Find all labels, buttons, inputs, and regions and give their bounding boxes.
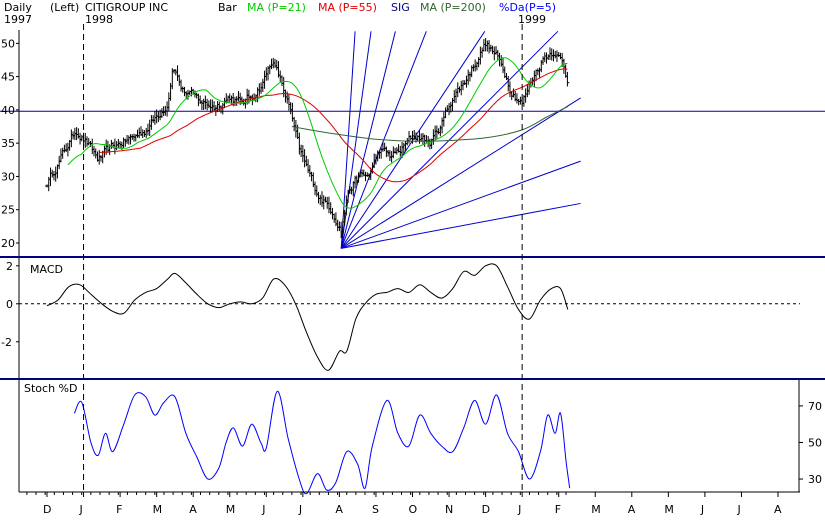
month-label: J (261, 503, 265, 516)
month-label: A (335, 503, 343, 516)
chart-title: CITIGROUP INC (85, 1, 168, 14)
year-left-label: 1997 (4, 13, 32, 26)
stoch-y-tick-label: 30 (808, 473, 822, 486)
price-bars-layer (45, 37, 570, 239)
stoch-y-tick-label: 50 (808, 436, 822, 449)
gann-fan-line (340, 31, 396, 249)
legend-ma55: MA (P=55) (318, 1, 377, 14)
month-label: M (153, 503, 163, 516)
month-label: J (517, 503, 521, 516)
month-label: O (409, 503, 418, 516)
price-y-tick-label: 40 (1, 104, 15, 117)
year-right-label: 1999 (518, 13, 546, 26)
macd-y-tick-label: 0 (6, 298, 13, 311)
stoch-title: Stoch %D (24, 382, 77, 395)
legend-ma200: MA (P=200) (420, 1, 486, 14)
stochastic-layer (73, 390, 571, 495)
gann-fan-line (340, 31, 486, 249)
ma21-line (67, 57, 568, 209)
legend-ma21: MA (P=21) (247, 1, 306, 14)
month-label: A (189, 503, 197, 516)
ma55-line (99, 68, 568, 183)
gann-fan-line (340, 31, 356, 249)
price-y-tick-label: 50 (1, 37, 15, 50)
month-label: F (555, 503, 561, 516)
month-label: S (372, 503, 379, 516)
macd-line (46, 263, 569, 371)
gann-fan-layer (340, 30, 581, 249)
legend-sig: SIG (391, 1, 410, 14)
period-label: Daily (4, 1, 32, 14)
legend-pctd: %Da(P=5) (499, 1, 556, 14)
price-y-tick-label: 25 (1, 204, 15, 217)
price-y-tick-label: 20 (1, 237, 15, 250)
macd-layer (19, 263, 800, 371)
gann-fan-line (340, 31, 372, 249)
month-label: F (116, 503, 122, 516)
price-y-tick-label: 35 (1, 137, 15, 150)
month-label: D (43, 503, 51, 516)
scale-label: (Left) (50, 1, 79, 14)
price-y-tick-label: 30 (1, 170, 15, 183)
month-label: J (79, 503, 83, 516)
month-label: A (774, 503, 782, 516)
moving-averages-layer (67, 57, 569, 209)
price-y-tick-label: 45 (1, 71, 15, 84)
month-label: J (700, 503, 704, 516)
month-label: A (628, 503, 636, 516)
year-mid-label: 1998 (85, 13, 113, 26)
gann-fan-line (341, 160, 581, 249)
macd-y-tick-label: -2 (1, 336, 12, 349)
stoch-line (73, 390, 571, 495)
month-label: J (736, 503, 740, 516)
month-label: M (226, 503, 236, 516)
gann-fan-line (340, 97, 581, 249)
gann-fan-line (341, 202, 581, 249)
price-bar (565, 71, 570, 87)
bar-label: Bar (218, 1, 237, 14)
month-label: M (664, 503, 674, 516)
ma200-line (291, 106, 569, 142)
month-label: M (591, 503, 601, 516)
macd-y-tick-label: 2 (6, 260, 13, 273)
stoch-y-tick-label: 70 (808, 400, 822, 413)
month-label: D (482, 503, 490, 516)
month-label: N (445, 503, 453, 516)
month-label: J (298, 503, 302, 516)
macd-title: MACD (30, 263, 63, 276)
year-lines-layer (83, 24, 523, 492)
gann-fan-line (340, 30, 559, 249)
